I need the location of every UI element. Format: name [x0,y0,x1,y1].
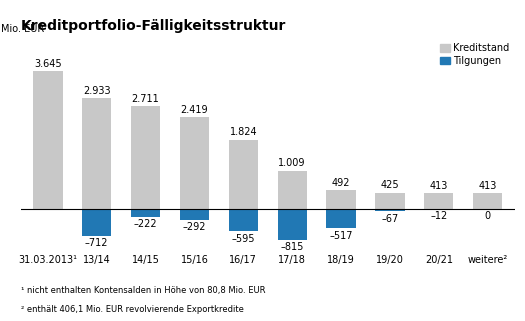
Text: 2.711: 2.711 [132,94,160,104]
Bar [33,71,62,209]
Text: 413: 413 [478,181,497,191]
Text: –595: –595 [232,234,255,244]
Bar [82,98,111,209]
Bar [473,193,502,209]
Bar [229,140,258,209]
Text: 413: 413 [429,181,448,191]
Text: –712: –712 [85,238,109,248]
Text: Kreditportfolio-Fälligkeitsstruktur: Kreditportfolio-Fälligkeitsstruktur [21,19,286,33]
Bar [82,209,111,236]
Legend: Kreditstand, Tilgungen: Kreditstand, Tilgungen [440,43,510,66]
Text: –815: –815 [280,242,304,252]
Text: 492: 492 [332,178,350,188]
Bar [375,193,405,209]
Text: 1.824: 1.824 [229,127,257,137]
Bar [375,209,405,211]
Text: –222: –222 [134,220,158,230]
Text: –67: –67 [381,213,398,223]
Text: 1.009: 1.009 [278,158,306,168]
Text: –517: –517 [329,230,353,241]
Text: 0: 0 [485,211,491,221]
Bar [424,193,454,209]
Bar [327,190,356,209]
Bar [229,209,258,231]
Bar [278,170,307,209]
Bar [327,209,356,228]
Text: 3.645: 3.645 [34,59,61,69]
Bar [180,117,209,209]
Text: Mio. EUR: Mio. EUR [1,24,45,34]
Bar [180,209,209,220]
Bar [131,106,160,209]
Text: 425: 425 [381,180,399,190]
Text: –12: –12 [430,212,447,221]
Bar [278,209,307,239]
Text: –292: –292 [183,222,206,232]
Text: 2.419: 2.419 [181,105,208,115]
Text: ¹ nicht enthalten Kontensalden in Höhe von 80,8 Mio. EUR: ¹ nicht enthalten Kontensalden in Höhe v… [21,286,266,295]
Text: ² enthält 406,1 Mio. EUR revolvierende Exportkredite: ² enthält 406,1 Mio. EUR revolvierende E… [21,305,244,314]
Text: 2.933: 2.933 [83,85,111,96]
Bar [131,209,160,217]
